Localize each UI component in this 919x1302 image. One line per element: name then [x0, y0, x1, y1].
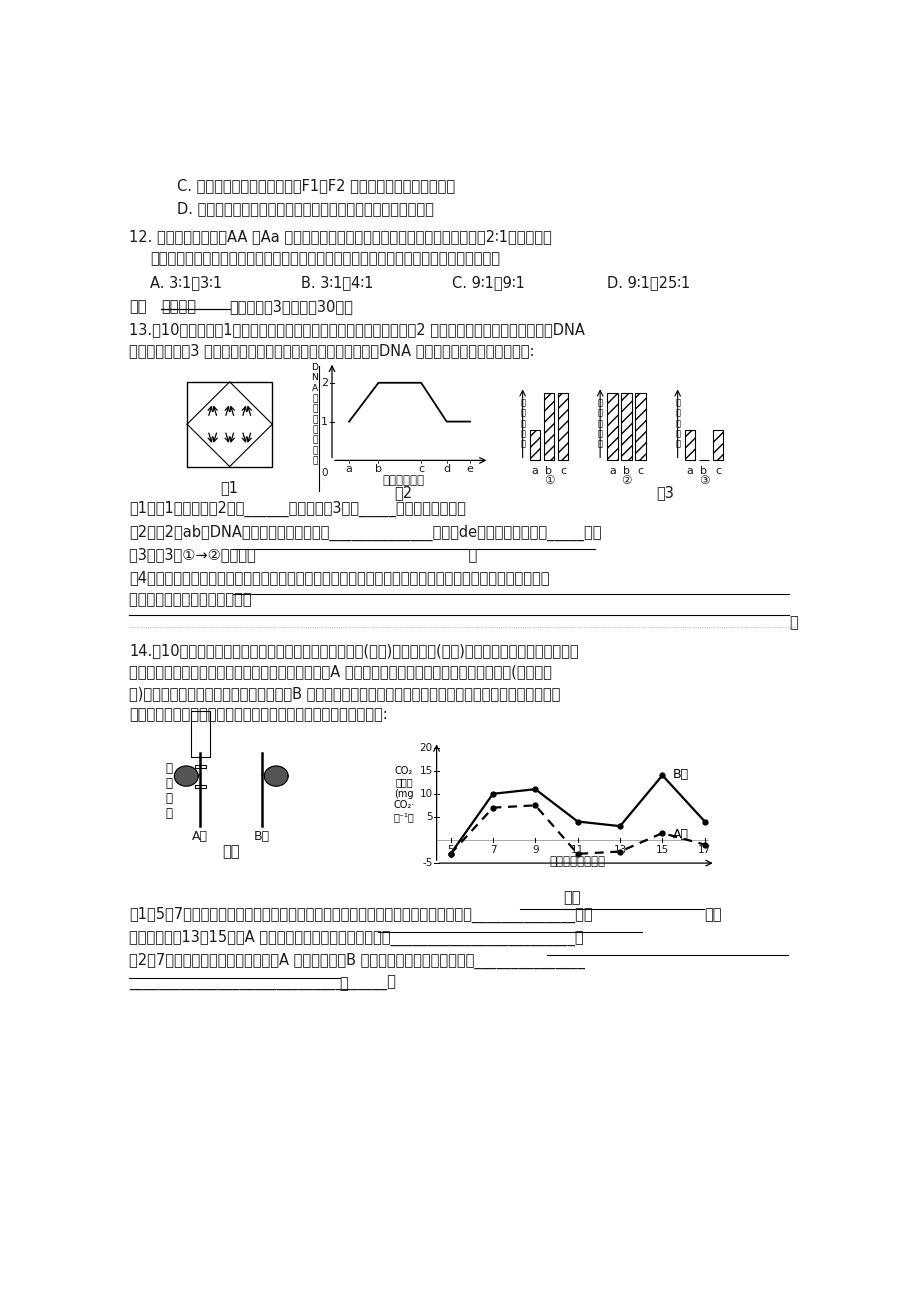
Text: 20: 20 [419, 742, 432, 753]
Text: （至: （至 [703, 907, 720, 922]
Text: 7: 7 [489, 845, 495, 855]
Text: 17: 17 [698, 845, 710, 855]
Text: 数
量
（
个
）: 数 量 （ 个 ） [597, 398, 602, 449]
Text: 数
量
（
个
）: 数 量 （ 个 ） [519, 398, 525, 449]
Text: B. 3∶1、4∶1: B. 3∶1、4∶1 [301, 276, 373, 290]
Bar [195, 764, 206, 768]
Text: c: c [560, 466, 565, 475]
Text: A. 3∶1、3∶1: A. 3∶1、3∶1 [150, 276, 221, 290]
Text: 数
量
（
个
）: 数 量 （ 个 ） [675, 398, 679, 449]
Text: 二、: 二、 [129, 298, 146, 314]
Text: a: a [686, 466, 693, 475]
Text: b: b [545, 466, 552, 475]
Text: c: c [637, 466, 642, 475]
Bar [543, 393, 554, 461]
Text: （4）某同学用该植物的根尖观察植物细胞有丝分裂过程，即使他临时玻片制作的操作正确，也难以看到很多: （4）某同学用该植物的根尖观察植物细胞有丝分裂过程，即使他临时玻片制作的操作正确… [129, 570, 549, 586]
Text: 12. 已知一批基因型为AA 和Aa 的豌豆和玉米种子，其中纯合子与杂合子的比例均为2∶1，分别间行: 12. 已知一批基因型为AA 和Aa 的豌豆和玉米种子，其中纯合子与杂合子的比例… [129, 229, 551, 245]
Text: 白天时间点（时）: 白天时间点（时） [549, 855, 605, 868]
Text: ②: ② [620, 474, 631, 487]
Text: A组: A组 [672, 828, 688, 841]
Text: 5: 5 [425, 812, 432, 822]
Text: CO₂
吸收量
(mg
CO₂·
时⁻¹）: CO₂ 吸收量 (mg CO₂· 时⁻¹） [393, 766, 414, 822]
Text: 2: 2 [321, 378, 328, 388]
Text: 11: 11 [571, 845, 584, 855]
Text: C. 红花亲本与白花亲本杂交得F1，F2 按照一定比例出现花色分离: C. 红花亲本与白花亲本杂交得F1，F2 按照一定比例出现花色分离 [176, 178, 455, 193]
Text: b: b [375, 465, 381, 474]
Text: d: d [443, 465, 449, 474]
Text: B组: B组 [254, 829, 270, 842]
Text: 示。在不考虑环割对叶片呼吸速率的影响的前提下，回答下列问题:: 示。在不考虑环割对叶片呼吸速率的影响的前提下，回答下列问题: [129, 707, 387, 723]
Text: D
N
A
每
条
染
色
体
含
量: D N A 每 条 染 色 体 含 量 [312, 363, 318, 466]
Text: c: c [417, 465, 424, 474]
Polygon shape [175, 766, 198, 786]
Text: b: b [622, 466, 630, 475]
Text: 5: 5 [447, 845, 453, 855]
Text: 的含量变化，图3 表示有丝分裂不同时期染色体、染色单体、核DNA 数目的变化情况。请分析回答:: 的含量变化，图3 表示有丝分裂不同时期染色体、染色单体、核DNA 数目的变化情况… [129, 344, 534, 358]
Text: 非选择题: 非选择题 [162, 298, 197, 314]
Text: 。: 。 [789, 615, 797, 630]
Text: A组: A组 [192, 829, 208, 842]
Text: （1）5～7时，随着光照强度的增强，在叶绿体类囊体的薄膜上生成速率加快的物质有______________（至: （1）5～7时，随着光照强度的增强，在叶绿体类囊体的薄膜上生成速率加快的物质有_… [129, 907, 592, 923]
Text: 细胞分裂时期: 细胞分裂时期 [382, 474, 424, 487]
Text: 10: 10 [419, 789, 432, 799]
Text: 13.（10分）下面图1表示某个高等植物体细胞有丝分裂的示意图，图2 表示该植物细胞中每条染色体上DNA: 13.（10分）下面图1表示某个高等植物体细胞有丝分裂的示意图，图2 表示该植物… [129, 322, 584, 337]
Polygon shape [264, 766, 288, 786]
Text: 因对光合作用的影响，研究人员以苹果枝条为材料，A 组在叶柄的上、下两处对枝条进行环割处理(如图甲所: 因对光合作用的影响，研究人员以苹果枝条为材料，A 组在叶柄的上、下两处对枝条进行… [129, 664, 551, 680]
Text: b: b [699, 466, 707, 475]
Text: ___________________________________。: ___________________________________。 [129, 976, 395, 991]
Text: 13: 13 [613, 845, 626, 855]
Text: D. 9∶1、25∶1: D. 9∶1、25∶1 [607, 276, 689, 290]
Text: B组: B组 [672, 768, 688, 781]
Bar [187, 381, 272, 466]
Text: 15: 15 [419, 766, 432, 776]
Text: （1）图1细胞对应图2中的______段，对应图3中的_____阶段（填序号）。: （1）图1细胞对应图2中的______段，对应图3中的_____阶段（填序号）。 [129, 501, 465, 517]
Text: （本大题共3小题，共30分）: （本大题共3小题，共30分） [230, 298, 353, 314]
Text: 种植，则在自然状态下，豌豆和玉米子一代的显性性状纯合体与隐性性状个体的比例分别为: 种植，则在自然状态下，豌豆和玉米子一代的显性性状纯合体与隐性性状个体的比例分别为 [150, 251, 499, 266]
Text: a: a [608, 466, 616, 475]
Text: 9: 9 [531, 845, 538, 855]
Text: a: a [531, 466, 538, 475]
Text: 少答两个）；13～15时，A 组叶片中有机物含量的变化情况是_________________________。: 少答两个）；13～15时，A 组叶片中有机物含量的变化情况是__________… [129, 930, 583, 947]
Text: 。: 。 [339, 976, 348, 991]
Text: 0: 0 [322, 469, 328, 478]
Text: 环
割
处
理: 环 割 处 理 [165, 763, 173, 820]
Text: （2）7时以后，相同时刻环割处理的A 组光合速率比B 组小，由此可以得出的结论是_______________: （2）7时以后，相同时刻环割处理的A 组光合速率比B 组小，由此可以得出的结论是… [129, 953, 584, 970]
Bar [557, 393, 568, 461]
Text: 图甲: 图甲 [222, 844, 240, 859]
Bar [195, 785, 206, 789]
Text: （2）图2中ab段DNA含量发生变化的原因是______________，处于de段的细胞内染色体_____条。: （2）图2中ab段DNA含量发生变化的原因是______________，处于d… [129, 525, 601, 540]
Text: a: a [346, 465, 352, 474]
Bar [634, 393, 645, 461]
Text: 图3: 图3 [655, 486, 674, 500]
Text: ①: ① [543, 474, 553, 487]
Bar [711, 430, 722, 461]
Text: （3）图3中①→②的原因是                                              。: （3）图3中①→②的原因是 。 [129, 547, 477, 562]
Text: 图1: 图1 [221, 480, 238, 495]
Text: e: e [466, 465, 473, 474]
Text: 图2: 图2 [394, 486, 412, 500]
Bar [607, 393, 618, 461]
Text: D. 红花亲本自交，子代全为红花；白花亲本自交，子代全为白花: D. 红花亲本自交，子代全为红花；白花亲本自交，子代全为白花 [176, 201, 434, 216]
Bar [620, 393, 631, 461]
Text: c: c [714, 466, 720, 475]
Text: 处于分裂期的细胞，主要原因是: 处于分裂期的细胞，主要原因是 [129, 592, 524, 607]
Text: 1: 1 [321, 417, 328, 427]
Bar [529, 430, 539, 461]
Text: 图乙: 图乙 [562, 891, 581, 905]
Text: ③: ③ [698, 474, 709, 487]
Text: -5: -5 [422, 858, 432, 868]
Text: 15: 15 [655, 845, 668, 855]
Bar [191, 711, 210, 756]
Text: 示)，切断韧皮部使有机物不能向外输出，B 组不作处理，测定图示中叶片光合作用强度的变化，结果如图乙所: 示)，切断韧皮部使有机物不能向外输出，B 组不作处理，测定图示中叶片光合作用强度… [129, 686, 560, 700]
Bar [684, 430, 695, 461]
Text: C. 9∶1、9∶1: C. 9∶1、9∶1 [451, 276, 525, 290]
Text: 14.（10分）高等植物的光合作用经常受到外界环境条件(外因)和内部因素(内因)的影响而发生变化。为研究内: 14.（10分）高等植物的光合作用经常受到外界环境条件(外因)和内部因素(内因)… [129, 643, 578, 658]
